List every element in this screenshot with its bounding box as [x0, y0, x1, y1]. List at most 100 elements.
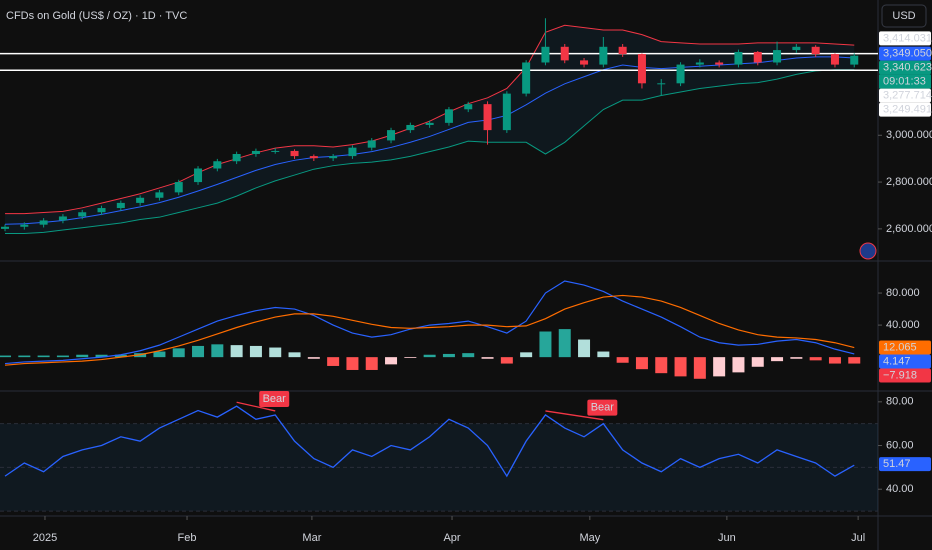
- countdown-tag: [879, 74, 931, 89]
- candle-body: [522, 62, 531, 94]
- candle-body: [773, 50, 782, 63]
- histogram-bar: [192, 345, 205, 358]
- histogram-bar: [713, 357, 726, 377]
- candle-body: [657, 83, 666, 85]
- candle-body: [20, 224, 29, 227]
- histogram-bar: [211, 344, 224, 358]
- histogram-bar: [751, 357, 764, 367]
- rsi-line: [4, 405, 855, 478]
- candle-body: [830, 54, 839, 65]
- histogram-bar: [288, 352, 301, 358]
- histogram-bar: [500, 357, 513, 364]
- candle-body: [97, 208, 106, 213]
- candle-body: [753, 51, 762, 63]
- candle-body: [271, 150, 280, 152]
- candle-body: [367, 140, 376, 148]
- macd-tag: [879, 340, 931, 355]
- macd-tag-label: 12.065: [883, 341, 917, 353]
- price-tag-label: 3,349.050: [883, 47, 932, 59]
- histogram-bar: [442, 353, 455, 358]
- candle-body: [580, 60, 589, 65]
- candle-body: [444, 109, 453, 123]
- candle-body: [637, 54, 646, 84]
- y-tick-label: 2,600.000: [886, 223, 932, 235]
- countdown: 09:01:33: [883, 75, 926, 87]
- annotation: Bear: [263, 393, 287, 405]
- candle-body: [78, 212, 87, 217]
- candle-body: [387, 130, 396, 141]
- macd-tag: [879, 354, 931, 369]
- histogram-bar: [635, 357, 648, 370]
- candle-body: [39, 220, 48, 225]
- x-tick-label: Feb: [178, 532, 197, 544]
- annotation-box: [259, 390, 290, 407]
- histogram-bar: [771, 357, 784, 362]
- candle-body: [251, 150, 260, 154]
- macd-tag: [879, 368, 931, 383]
- candle-body: [174, 182, 183, 193]
- histogram-bar: [404, 357, 417, 358]
- histogram-bar: [655, 357, 668, 374]
- price-tag: [879, 46, 931, 61]
- candle-body: [425, 122, 434, 125]
- histogram-bar: [828, 357, 841, 364]
- y-tick-label: 2,800.000: [886, 176, 932, 188]
- histogram-bar: [539, 331, 552, 358]
- currency-button[interactable]: [881, 4, 927, 28]
- histogram-bar: [462, 353, 475, 358]
- histogram-bar: [269, 347, 282, 358]
- histogram-bar: [809, 357, 822, 361]
- candle-body: [483, 104, 492, 131]
- histogram-bar: [230, 345, 243, 358]
- currency[interactable]: USD: [892, 10, 915, 22]
- histogram-bar: [481, 357, 494, 359]
- candle-body: [676, 64, 685, 84]
- annotation: Bear: [591, 402, 615, 414]
- candle-body: [715, 62, 724, 65]
- y-tick-label: 40.00: [886, 483, 914, 495]
- x-tick-label: Apr: [443, 532, 460, 544]
- candle-body: [329, 156, 338, 159]
- chart-title: CFDs on Gold (US$ / OZ) · 1D · TVC: [6, 10, 187, 22]
- histogram-bar: [423, 354, 436, 358]
- y-tick-label: 3,000.000: [886, 129, 932, 141]
- x-tick-label: Jul: [851, 532, 865, 544]
- candle-body: [309, 156, 318, 159]
- candle-body: [348, 147, 357, 157]
- price-tag: [879, 31, 931, 46]
- candle-body: [155, 192, 164, 198]
- price-tag-label: 3,414.031: [883, 32, 932, 44]
- candle-body: [58, 216, 67, 221]
- histogram-bar: [520, 352, 533, 358]
- candle-body: [599, 46, 608, 65]
- histogram-bar: [95, 354, 108, 358]
- histogram-bar: [327, 357, 340, 366]
- histogram-bar: [153, 351, 166, 358]
- candle-body: [136, 197, 145, 203]
- price-tag: [879, 88, 931, 103]
- annotation-box: [587, 399, 618, 416]
- histogram-bar: [848, 357, 861, 364]
- rsi-tag-label: 51.47: [883, 458, 911, 470]
- price-tag: [879, 60, 931, 75]
- candle-body: [406, 124, 415, 131]
- histogram-bar: [385, 357, 398, 365]
- histogram-bar: [578, 339, 591, 358]
- candle-body: [290, 150, 299, 157]
- histogram-bar: [558, 329, 571, 358]
- candle-body: [464, 104, 473, 110]
- candle-body: [502, 93, 511, 131]
- histogram-bar: [249, 345, 262, 358]
- divergence-line: [545, 410, 604, 421]
- band-line: [5, 69, 855, 235]
- histogram-bar: [37, 355, 50, 358]
- event-icon[interactable]: [859, 242, 877, 260]
- x-tick-label: May: [579, 532, 600, 544]
- y-tick-label: 80.00: [886, 396, 914, 408]
- macd-tag-label: 4.147: [883, 355, 911, 367]
- candle-body: [618, 46, 627, 55]
- histogram-bar: [18, 355, 31, 358]
- candle-body: [1, 226, 10, 229]
